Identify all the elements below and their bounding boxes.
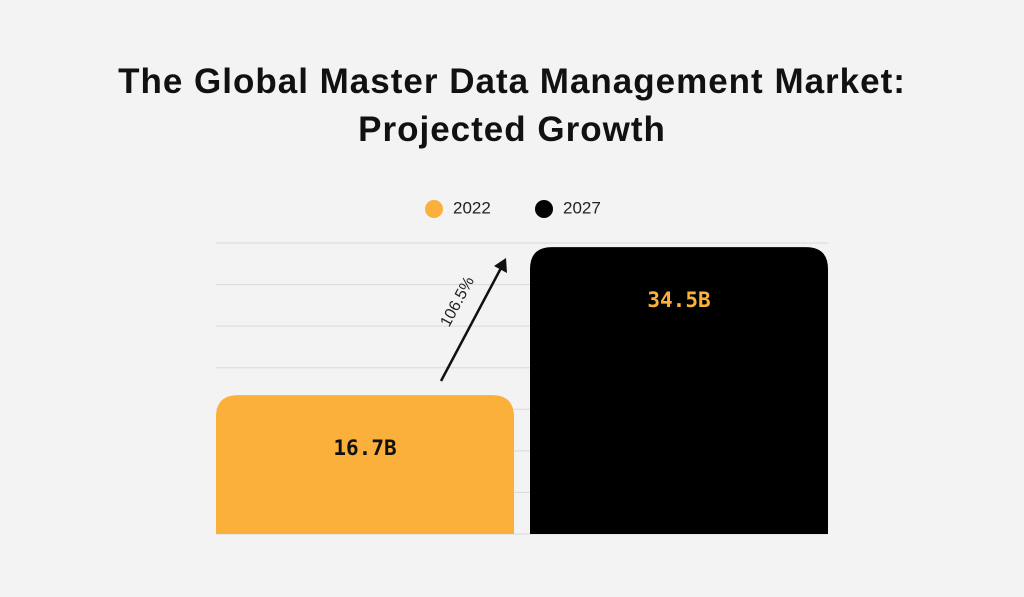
growth-arrow bbox=[439, 267, 503, 382]
legend-label: 2022 bbox=[453, 198, 491, 217]
bar bbox=[216, 395, 514, 534]
bar bbox=[530, 247, 828, 534]
legend-label: 2027 bbox=[563, 198, 601, 217]
chart-title: The Global Master Data Management Market… bbox=[118, 62, 906, 149]
value-label: 16.7B bbox=[333, 436, 396, 460]
bars bbox=[216, 247, 828, 534]
value-label: 34.5B bbox=[647, 288, 710, 312]
arrow-head bbox=[494, 258, 507, 273]
legend-marker bbox=[425, 200, 443, 218]
legend-marker bbox=[535, 200, 553, 218]
